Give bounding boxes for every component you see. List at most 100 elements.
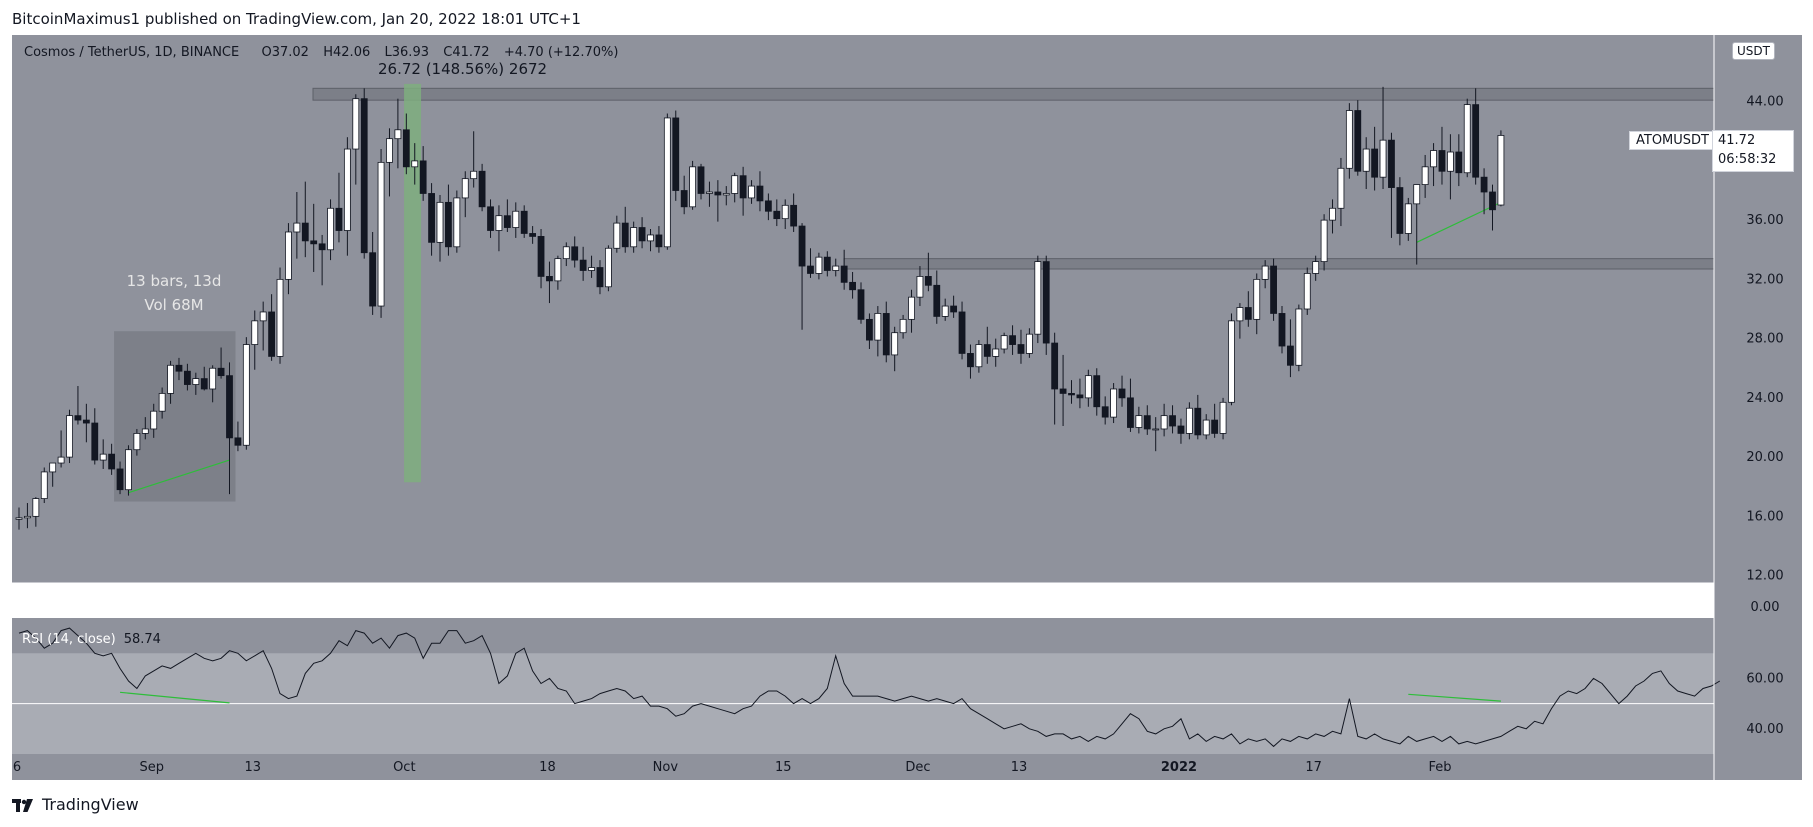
candle-body xyxy=(950,305,958,313)
candle xyxy=(596,260,604,295)
high-label: H xyxy=(323,45,334,60)
change-value: +4.70 (+12.70%) xyxy=(503,45,619,60)
candle-body xyxy=(1362,148,1370,172)
candle-body xyxy=(1194,407,1202,436)
candle-body xyxy=(150,410,158,430)
candle xyxy=(975,340,983,373)
candle-body xyxy=(512,210,520,228)
candle xyxy=(529,226,537,244)
candle-body xyxy=(697,166,705,194)
candle xyxy=(866,313,873,349)
open-label: O xyxy=(261,45,272,60)
candle xyxy=(1379,86,1387,190)
candle-body xyxy=(992,348,1000,357)
candle xyxy=(1194,394,1202,440)
candle xyxy=(1127,378,1134,432)
candle xyxy=(259,301,267,351)
candle xyxy=(91,408,99,465)
candle-body xyxy=(192,378,200,385)
candle xyxy=(141,417,149,440)
rsi-axis-label: 60.00 xyxy=(1746,671,1783,686)
candle xyxy=(714,180,722,222)
candle xyxy=(781,199,789,230)
candle-body xyxy=(1320,219,1328,263)
date-axis-label: 17 xyxy=(1305,760,1322,775)
candle-body xyxy=(706,191,713,194)
candle-body xyxy=(958,311,966,354)
candle xyxy=(1152,417,1160,452)
candle xyxy=(301,181,309,258)
candle xyxy=(512,202,520,238)
candle xyxy=(1362,137,1370,190)
candle xyxy=(1337,157,1345,227)
candle xyxy=(773,199,781,227)
rsi-divergence-line-2 xyxy=(1408,693,1501,702)
candle xyxy=(1135,406,1143,434)
candle xyxy=(1472,88,1480,185)
date-axis-bg xyxy=(12,754,1714,780)
bullish-divergence-line-1 xyxy=(128,459,230,494)
candle xyxy=(200,366,208,391)
candle-body xyxy=(251,320,259,345)
candle xyxy=(916,266,924,307)
candle xyxy=(950,295,958,318)
range-volume-label: Vol 68M xyxy=(144,296,204,314)
candle xyxy=(82,403,90,443)
price-axis-label: 20.00 xyxy=(1746,450,1783,465)
candle-body xyxy=(310,240,318,245)
candle-body xyxy=(49,462,57,473)
candle xyxy=(158,387,166,419)
low-label: L xyxy=(384,45,392,60)
candle xyxy=(647,229,654,252)
date-axis-label: 2022 xyxy=(1161,760,1197,775)
candle xyxy=(1160,403,1168,437)
candle-body xyxy=(116,468,124,491)
candle xyxy=(1287,319,1294,378)
candle xyxy=(1497,130,1505,207)
candle-body xyxy=(133,433,141,451)
candle xyxy=(99,439,107,469)
currency-badge[interactable]: USDT xyxy=(1732,42,1775,60)
candle-body xyxy=(91,422,99,461)
candle-body xyxy=(335,207,343,231)
candle xyxy=(731,172,739,203)
candle-body xyxy=(1388,139,1395,188)
candle-body xyxy=(293,222,301,233)
candle-body xyxy=(849,281,856,291)
candle-body xyxy=(1152,428,1160,431)
candle xyxy=(1219,397,1227,440)
candle-body xyxy=(158,393,166,412)
candle xyxy=(697,163,705,200)
candle xyxy=(428,183,435,256)
resistance-zone-2 xyxy=(843,258,1715,270)
candle-body xyxy=(1177,425,1185,434)
candle-body xyxy=(1169,415,1176,427)
candle-body xyxy=(125,449,132,491)
date-axis-label: Oct xyxy=(393,760,415,775)
candle-body xyxy=(1093,375,1101,408)
price-axis-label: 24.00 xyxy=(1746,391,1783,406)
candle xyxy=(377,149,385,318)
candle xyxy=(495,205,503,252)
candle-body xyxy=(764,200,772,212)
range-bars-label: 13 bars, 13d xyxy=(126,272,222,290)
candle xyxy=(613,215,621,253)
candle xyxy=(638,217,646,249)
candle xyxy=(209,365,217,403)
candle-body xyxy=(1101,406,1109,418)
tradingview-brand[interactable]: TradingView xyxy=(12,795,139,814)
candle-body xyxy=(32,498,40,517)
candle xyxy=(268,294,276,361)
candle xyxy=(1455,134,1463,187)
candle xyxy=(857,282,865,324)
rsi-title: RSI (14, close) xyxy=(22,632,116,647)
candle xyxy=(722,186,730,206)
candle-body xyxy=(672,117,680,191)
candle-body xyxy=(1329,207,1336,221)
candle-body xyxy=(908,296,915,320)
candle xyxy=(445,184,452,256)
candle-body xyxy=(99,453,107,461)
candle-body xyxy=(588,267,595,271)
last-price: 41.72 xyxy=(1718,133,1756,148)
